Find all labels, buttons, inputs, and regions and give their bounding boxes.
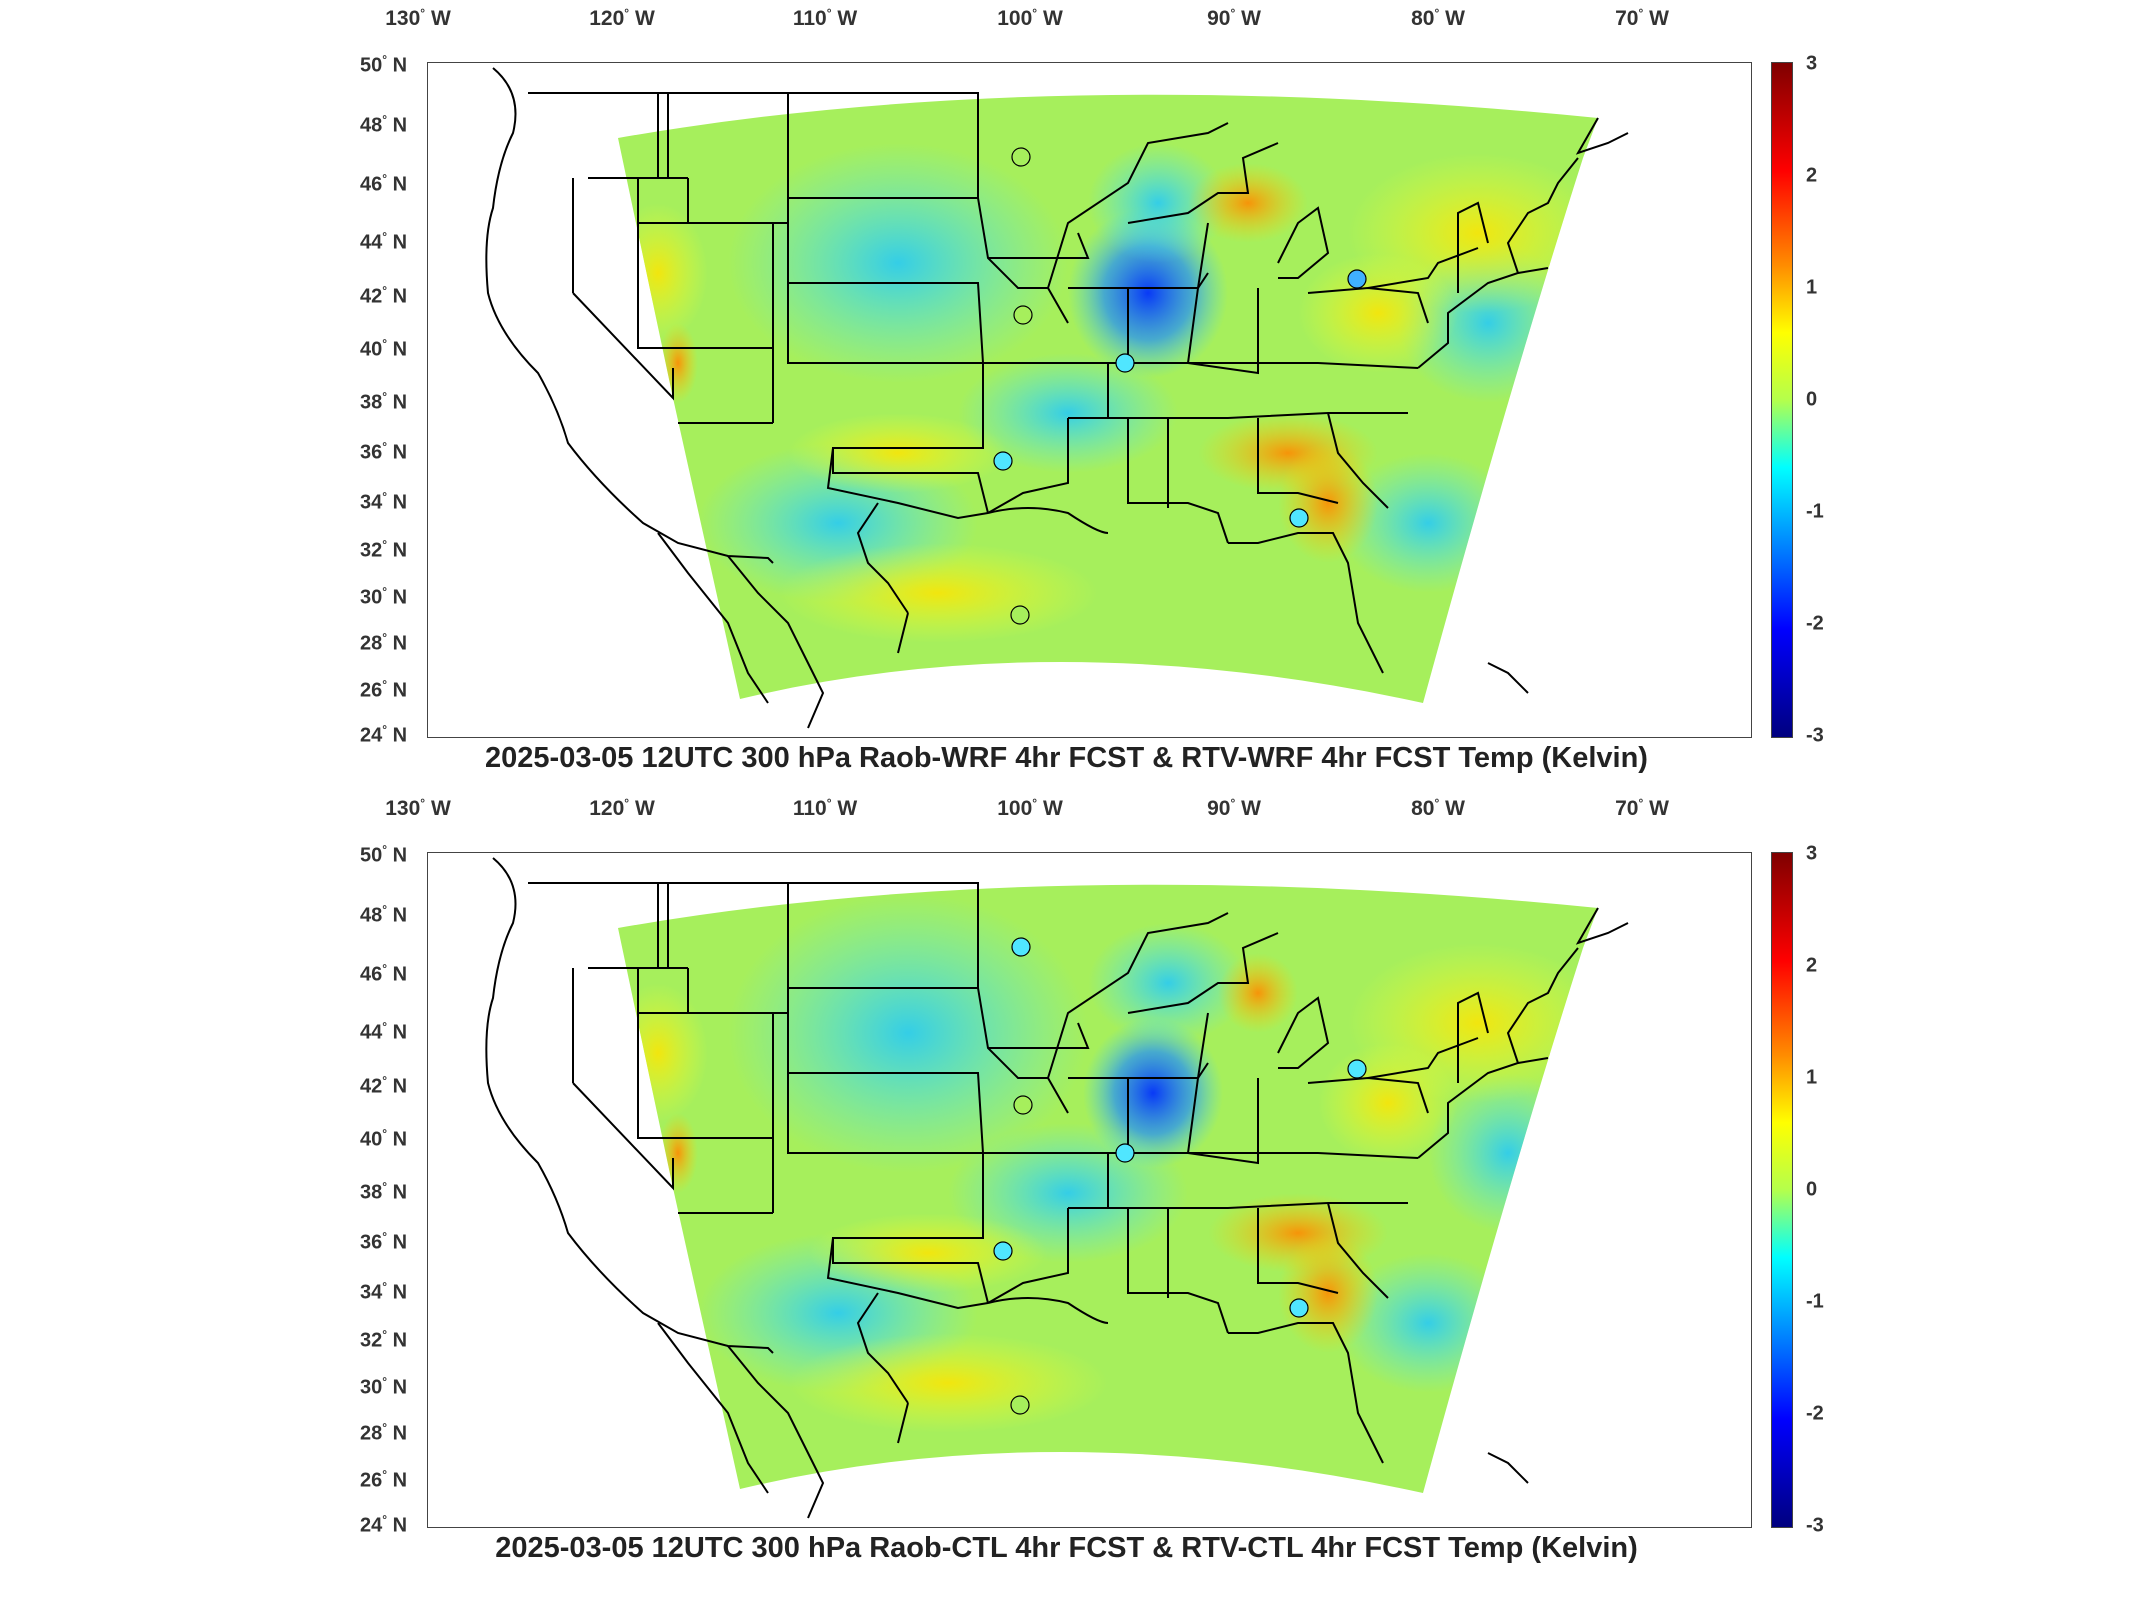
lon-tick: 110° W	[792, 6, 858, 30]
state-boundaries	[485, 67, 1629, 729]
colorbar-tick: 1	[1806, 276, 1818, 299]
state-boundaries	[485, 857, 1629, 1519]
raob-markers	[993, 147, 1367, 625]
lat-tick: 30° N	[360, 1374, 408, 1399]
lat-tick: 42° N	[360, 1073, 408, 1098]
lon-tick: 90° W	[1207, 796, 1261, 820]
raob-station[interactable]	[1289, 1298, 1309, 1318]
raob-station[interactable]	[1011, 147, 1031, 167]
lat-tick: 30° N	[360, 584, 408, 609]
raob-station[interactable]	[1010, 1395, 1030, 1415]
lat-tick: 44° N	[360, 1019, 408, 1044]
lon-tick: 130° W	[385, 6, 451, 30]
colorbar-tick: 0	[1806, 1178, 1818, 1201]
raob-station[interactable]	[1115, 1143, 1135, 1163]
raob-station[interactable]	[1347, 269, 1367, 289]
colorbar-tick: 0	[1806, 388, 1818, 411]
raob-station[interactable]	[1013, 1095, 1033, 1115]
lat-tick: 40° N	[360, 336, 408, 361]
lon-tick: 90° W	[1207, 6, 1261, 30]
lon-tick: 120° W	[589, 796, 655, 820]
lat-tick: 36° N	[360, 1229, 408, 1254]
lat-tick: 34° N	[360, 1279, 408, 1304]
lat-tick: 46° N	[360, 171, 408, 196]
lat-tick: 48° N	[360, 112, 408, 137]
colorbar	[1771, 62, 1793, 738]
lon-tick: 120° W	[589, 6, 655, 30]
lat-tick: 28° N	[360, 1420, 408, 1445]
lat-tick: 28° N	[360, 630, 408, 655]
lon-tick: 100° W	[997, 6, 1063, 30]
colorbar-tick: -2	[1806, 612, 1824, 635]
colorbar	[1771, 852, 1793, 1528]
raob-station[interactable]	[1010, 605, 1030, 625]
colorbar-tick: 2	[1806, 954, 1818, 977]
colorbar-tick: -1	[1806, 1290, 1824, 1313]
colorbar-tick: -3	[1806, 1514, 1824, 1537]
lat-tick: 26° N	[360, 677, 408, 702]
colorbar-tick: -3	[1806, 724, 1824, 747]
lat-tick: 38° N	[360, 389, 408, 414]
lat-tick: 50° N	[360, 52, 408, 77]
map-svg	[485, 857, 1629, 1519]
lon-tick: 100° W	[997, 796, 1063, 820]
lon-tick: 110° W	[792, 796, 858, 820]
raob-markers	[993, 937, 1367, 1415]
lat-tick: 26° N	[360, 1467, 408, 1492]
colorbar-tick: -1	[1806, 500, 1824, 523]
colorbar-tick: 1	[1806, 1066, 1818, 1089]
raob-station[interactable]	[1347, 1059, 1367, 1079]
panel-title: 2025-03-05 12UTC 300 hPa Raob-WRF 4hr FC…	[485, 742, 1648, 774]
raob-station[interactable]	[993, 1241, 1013, 1261]
lat-tick: 46° N	[360, 961, 408, 986]
panel-title: 2025-03-05 12UTC 300 hPa Raob-CTL 4hr FC…	[495, 1532, 1638, 1564]
raob-station[interactable]	[993, 451, 1013, 471]
raob-station[interactable]	[1013, 305, 1033, 325]
lon-tick: 80° W	[1411, 796, 1465, 820]
temperature-anomaly-field	[618, 143, 1598, 643]
raob-station[interactable]	[1011, 937, 1031, 957]
map-frame	[427, 62, 1752, 738]
lat-tick: 36° N	[360, 439, 408, 464]
lat-tick: 24° N	[360, 722, 408, 747]
lat-tick: 40° N	[360, 1126, 408, 1151]
lon-tick: 70° W	[1615, 6, 1669, 30]
lat-tick: 32° N	[360, 1327, 408, 1352]
raob-station[interactable]	[1289, 508, 1309, 528]
colorbar-tick: 3	[1806, 842, 1818, 865]
lat-tick: 50° N	[360, 842, 408, 867]
bottom-panel: 130° W 120° W 110° W 100° W 90° W 80° W …	[0, 790, 2133, 1590]
colorbar-tick: -2	[1806, 1402, 1824, 1425]
raob-station[interactable]	[1115, 353, 1135, 373]
lon-tick: 80° W	[1411, 6, 1465, 30]
map-svg	[485, 67, 1629, 729]
top-panel: 130° W 120° W 110° W 100° W 90° W 80° W …	[360, 6, 1824, 774]
colorbar-tick: 3	[1806, 52, 1818, 75]
lat-tick: 34° N	[360, 489, 408, 514]
lat-tick: 44° N	[360, 229, 408, 254]
lat-tick: 32° N	[360, 537, 408, 562]
lat-tick: 24° N	[360, 1512, 408, 1537]
colorbar-tick: 2	[1806, 164, 1818, 187]
lat-tick: 38° N	[360, 1179, 408, 1204]
lat-tick: 42° N	[360, 283, 408, 308]
lon-tick: 70° W	[1615, 796, 1669, 820]
map-frame	[427, 852, 1752, 1528]
lat-tick: 48° N	[360, 902, 408, 927]
lon-tick: 130° W	[385, 796, 451, 820]
